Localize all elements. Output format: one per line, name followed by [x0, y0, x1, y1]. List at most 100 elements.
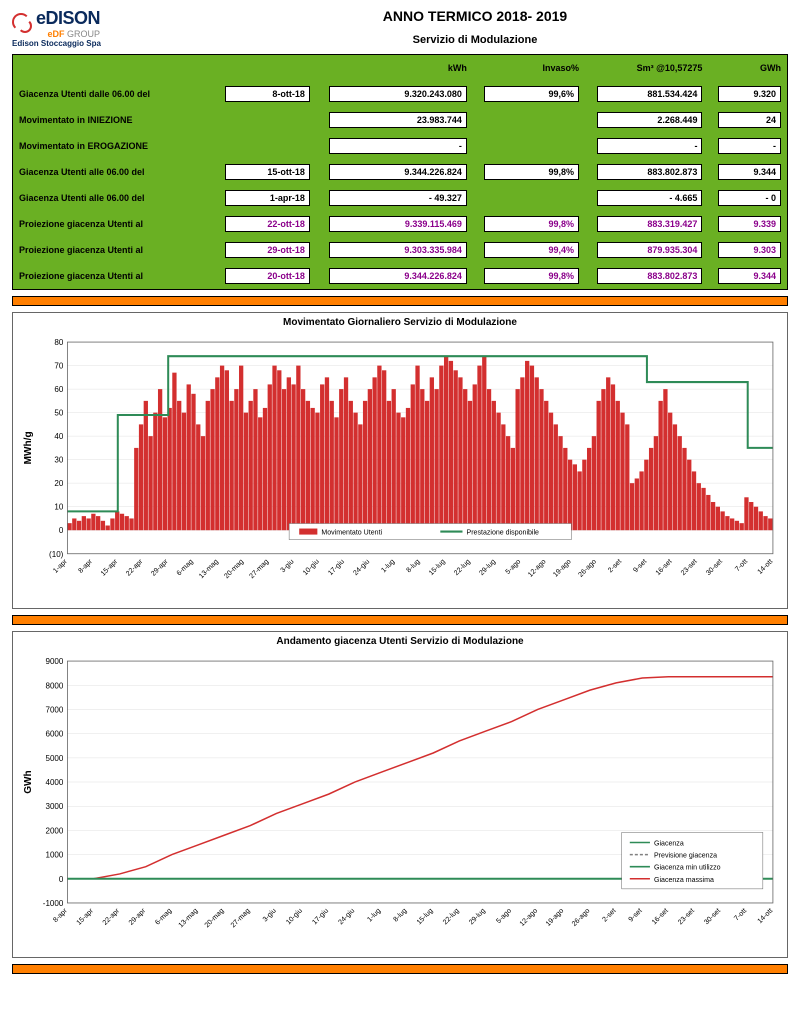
svg-text:Previsione giacenza: Previsione giacenza [654, 853, 717, 860]
svg-text:10-giu: 10-giu [285, 908, 304, 927]
table-cell: 9.344.226.824 [316, 159, 473, 185]
table-row: Proiezione giacenza Utenti al22-ott-189.… [13, 211, 787, 237]
svg-text:2-set: 2-set [607, 558, 623, 574]
svg-text:29-lug: 29-lug [468, 908, 487, 927]
svg-text:30-set: 30-set [703, 908, 722, 927]
svg-text:Giacenza min utilizzo: Giacenza min utilizzo [654, 865, 721, 872]
table-cell: - [316, 133, 473, 159]
table-row: Giacenza Utenti alle 06.00 del1-apr-18- … [13, 185, 787, 211]
svg-text:GWh: GWh [23, 770, 34, 793]
edf-text: eDF GROUP [36, 29, 100, 39]
svg-text:Giacenza: Giacenza [654, 841, 684, 848]
svg-text:8000: 8000 [45, 681, 63, 690]
table-cell: 9.339 [708, 211, 787, 237]
table-cell: 15-ott-18 [215, 159, 316, 185]
svg-text:-1000: -1000 [43, 899, 64, 908]
svg-text:13-mag: 13-mag [198, 558, 220, 580]
svg-text:9000: 9000 [45, 657, 63, 666]
table-cell: 9.320 [708, 81, 787, 107]
logo-text: eDISON [36, 8, 100, 29]
page-title: ANNO TERMICO 2018- 2019 [162, 8, 788, 24]
svg-text:23-set: 23-set [680, 558, 699, 577]
svg-text:19-ago: 19-ago [545, 908, 566, 929]
svg-text:20: 20 [54, 479, 63, 488]
svg-text:15-lug: 15-lug [428, 558, 447, 577]
svg-text:14-ott: 14-ott [757, 908, 775, 926]
table-cell: 883.319.427 [585, 211, 708, 237]
table-cell: 2.268.449 [585, 107, 708, 133]
svg-text:0: 0 [59, 875, 64, 884]
table-row: Movimentato in EROGAZIONE--- [13, 133, 787, 159]
table-cell: 9.320.243.080 [316, 81, 473, 107]
table-cell: 879.935.304 [585, 237, 708, 263]
table-cell: 9.303 [708, 237, 787, 263]
svg-text:22-lug: 22-lug [442, 908, 461, 927]
svg-text:26-ago: 26-ago [571, 908, 592, 929]
table-cell: 99,4% [473, 237, 585, 263]
table-header: Invaso% [473, 55, 585, 81]
svg-text:13-mag: 13-mag [178, 908, 200, 930]
logo-block: eDISON eDF GROUP Edison Stoccaggio Spa [12, 8, 162, 48]
svg-text:29-apr: 29-apr [128, 907, 148, 927]
svg-text:2000: 2000 [45, 827, 63, 836]
svg-text:29-apr: 29-apr [150, 558, 170, 578]
svg-text:15-apr: 15-apr [76, 907, 96, 927]
table-cell: Giacenza Utenti alle 06.00 del [13, 159, 215, 185]
table-cell: 99,6% [473, 81, 585, 107]
table-cell: - 49.327 [316, 185, 473, 211]
divider-bar [12, 615, 788, 625]
svg-text:15-apr: 15-apr [100, 558, 120, 578]
table-cell: 9.344 [708, 263, 787, 289]
svg-text:8-apr: 8-apr [52, 907, 69, 924]
table-row: Giacenza Utenti dalle 06.00 del8-ott-189… [13, 81, 787, 107]
table-cell [473, 133, 585, 159]
svg-text:60: 60 [54, 385, 63, 394]
table-header: GWh [708, 55, 787, 81]
svg-text:24-giu: 24-giu [337, 908, 356, 927]
table-header [215, 55, 316, 81]
table-cell: 1-apr-18 [215, 185, 316, 211]
svg-text:1-lug: 1-lug [366, 908, 382, 924]
table-cell: 883.802.873 [585, 263, 708, 289]
chart2-title: Andamento giacenza Utenti Servizio di Mo… [17, 636, 783, 647]
svg-text:Prestazione disponibile: Prestazione disponibile [467, 530, 540, 537]
svg-text:8-apr: 8-apr [77, 558, 94, 575]
table-cell: 99,8% [473, 211, 585, 237]
table-cell: 29-ott-18 [215, 237, 316, 263]
svg-text:7-ott: 7-ott [733, 908, 748, 923]
table-cell: - [708, 133, 787, 159]
table-cell: 8-ott-18 [215, 81, 316, 107]
svg-text:Giacenza massima: Giacenza massima [654, 877, 714, 884]
svg-text:40: 40 [54, 432, 63, 441]
chart1-title: Movimentato Giornaliero Servizio di Modu… [17, 317, 783, 328]
svg-text:26-ago: 26-ago [577, 558, 598, 579]
header: eDISON eDF GROUP Edison Stoccaggio Spa A… [12, 8, 788, 48]
svg-text:5-ago: 5-ago [505, 558, 523, 576]
svg-text:7000: 7000 [45, 706, 63, 715]
svg-text:23-set: 23-set [677, 908, 696, 927]
svg-text:6000: 6000 [45, 730, 63, 739]
svg-text:22-lug: 22-lug [453, 558, 472, 577]
svg-text:29-lug: 29-lug [478, 558, 497, 577]
svg-text:15-lug: 15-lug [416, 908, 435, 927]
svg-text:Movimentato Utenti: Movimentato Utenti [321, 530, 382, 537]
table-cell: 23.983.744 [316, 107, 473, 133]
table-cell: Giacenza Utenti dalle 06.00 del [13, 81, 215, 107]
table-cell: 881.534.424 [585, 81, 708, 107]
swirl-icon [12, 13, 34, 35]
svg-text:16-set: 16-set [655, 558, 674, 577]
table-cell: 883.802.873 [585, 159, 708, 185]
chart-daily: Movimentato Giornaliero Servizio di Modu… [12, 312, 788, 609]
svg-text:4000: 4000 [45, 778, 63, 787]
table-row: Giacenza Utenti alle 06.00 del15-ott-189… [13, 159, 787, 185]
table-cell: 99,8% [473, 159, 585, 185]
svg-text:17-giu: 17-giu [311, 908, 330, 927]
svg-text:0: 0 [59, 526, 64, 535]
svg-text:1000: 1000 [45, 851, 63, 860]
svg-text:10-giu: 10-giu [302, 558, 321, 577]
table-cell: - 0 [708, 185, 787, 211]
svg-text:7-ott: 7-ott [734, 558, 749, 573]
table-cell: 20-ott-18 [215, 263, 316, 289]
table-cell: 9.344.226.824 [316, 263, 473, 289]
svg-text:3-giu: 3-giu [280, 558, 296, 574]
